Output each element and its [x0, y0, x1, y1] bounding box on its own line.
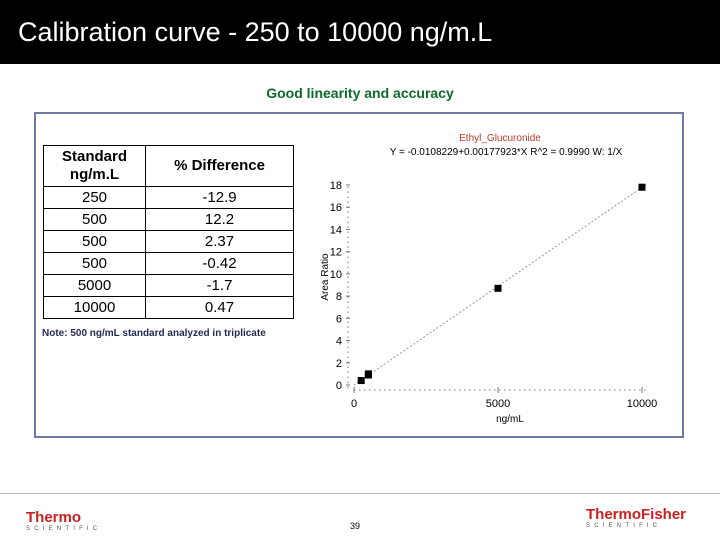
thermo-logo: Thermo SCIENTIFIC — [26, 509, 101, 532]
y-tick-label: 0 — [336, 380, 342, 392]
y-tick-label: 10 — [330, 269, 342, 281]
y-tick-label: 2 — [336, 358, 342, 370]
thermo-logo-word: Thermo — [26, 509, 82, 526]
difference-cell: 0.47 — [145, 296, 294, 319]
x-tick-label: 0 — [351, 398, 357, 410]
difference-cell: -0.42 — [145, 252, 294, 275]
table-row: 10000 0.47 — [43, 296, 294, 319]
standard-cell: 500 — [43, 252, 146, 275]
table-row: 500 2.37 — [43, 230, 294, 253]
thermofisher-logo: ThermoFisher SCIENTIFIC — [586, 506, 686, 529]
y-tick-label: 8 — [336, 291, 342, 303]
calibration-plot: Ethyl_Glucuronide Y = -0.0108229+0.00177… — [320, 133, 658, 425]
table-row: 500 12.2 — [43, 208, 294, 231]
compound-label: Ethyl_Glucuronide — [459, 133, 541, 144]
standard-cell: 500 — [43, 230, 146, 253]
table-row: 500 -0.42 — [43, 252, 294, 275]
difference-cell: 2.37 — [145, 230, 294, 253]
slide-title: Calibration curve - 250 to 10000 ng/m.L — [18, 17, 493, 47]
data-point — [357, 377, 365, 385]
title-bar: Calibration curve - 250 to 10000 ng/m.L — [0, 0, 720, 64]
thermo-logo-sub: SCIENTIFIC — [26, 526, 102, 532]
regression-equation: Y = -0.0108229+0.00177923*X R^2 = 0.9990… — [390, 147, 623, 158]
y-tick-label: 12 — [330, 247, 342, 259]
data-point — [494, 284, 502, 292]
data-point — [364, 371, 372, 379]
difference-cell: 12.2 — [145, 208, 294, 231]
thermofisher-logo-sub: SCIENTIFIC — [586, 523, 662, 529]
y-tick-label: 4 — [336, 336, 342, 348]
y-axis-label: Area Ratio — [320, 253, 331, 301]
x-tick-label: 10000 — [627, 398, 658, 410]
data-points — [357, 183, 646, 385]
y-tick-label: 6 — [336, 313, 342, 325]
standard-cell: 10000 — [43, 296, 146, 319]
thermofisher-logo-word: ThermoFisher — [586, 506, 687, 523]
x-axis-label: ng/mL — [496, 414, 524, 425]
difference-cell: -12.9 — [145, 186, 294, 209]
header-difference: % Difference — [145, 145, 294, 187]
data-point — [638, 183, 646, 191]
x-tick-label: 5000 — [486, 398, 510, 410]
y-tick-label: 16 — [330, 202, 342, 214]
y-tick-label: 18 — [330, 180, 342, 192]
table-header-row: Standard ng/m.L % Difference — [43, 145, 294, 187]
table-row: 5000 -1.7 — [43, 274, 294, 297]
standard-cell: 500 — [43, 208, 146, 231]
axes: 0 2 4 6 8 10 12 14 16 18 0 5000 10000 — [330, 180, 658, 410]
header-standard: Standard ng/m.L — [43, 145, 146, 187]
note-text: Note: 500 ng/mL standard analyzed in tri… — [42, 328, 266, 339]
standard-cell: 250 — [43, 186, 146, 209]
slide-subtitle: Good linearity and accuracy — [266, 85, 454, 101]
footer-rule — [0, 493, 720, 494]
page-number: 39 — [350, 521, 361, 531]
difference-cell: -1.7 — [145, 274, 294, 297]
y-tick-label: 14 — [330, 224, 342, 236]
table-row: 250 -12.9 — [43, 186, 294, 209]
standard-cell: 5000 — [43, 274, 146, 297]
standards-table: Standard ng/m.L % Difference 250 -12.9 500 1… — [43, 145, 294, 319]
